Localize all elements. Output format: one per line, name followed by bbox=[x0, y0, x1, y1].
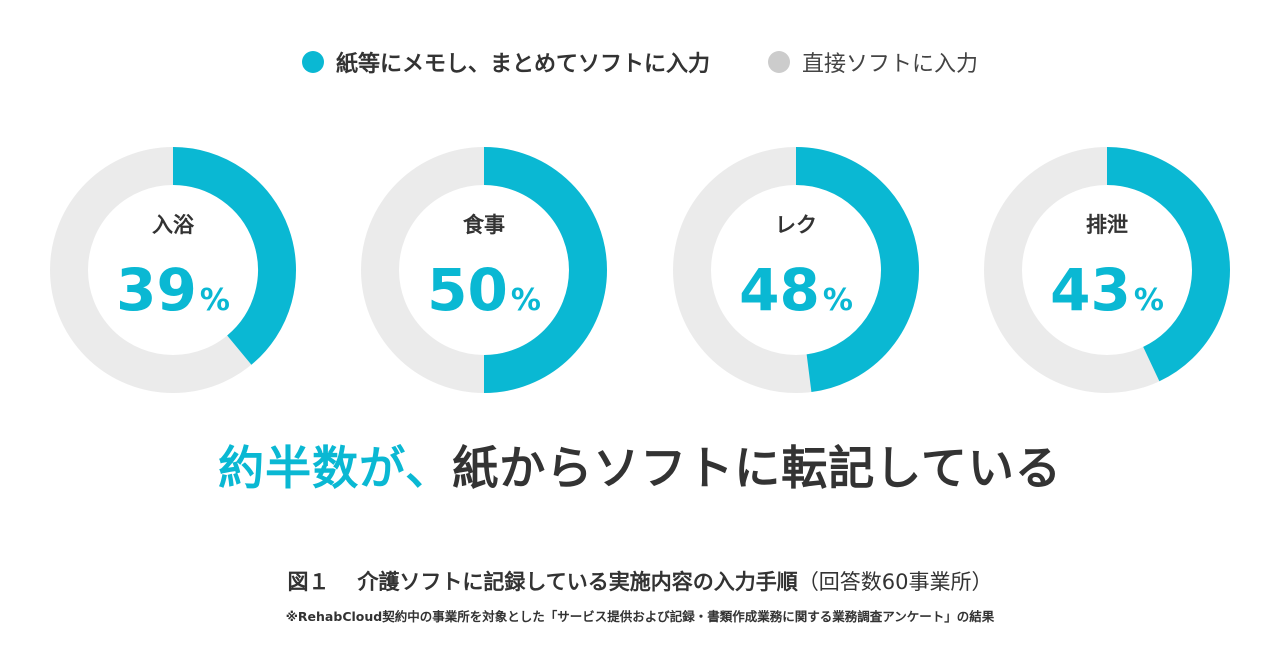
figure-title: 介護ソフトに記録している実施内容の入力手順 bbox=[357, 570, 798, 594]
donut-slice-bath bbox=[172, 147, 296, 365]
donut-charts: 入浴 39 % 食事 50 % レク 48 % 排泄 43% bbox=[50, 147, 1230, 393]
legend-label-direct: 直接ソフトに入力 bbox=[802, 52, 979, 77]
donut-slice-toilet bbox=[1106, 147, 1230, 382]
legend-item-paper: 紙等にメモし、まとめてソフトに入力 bbox=[301, 46, 710, 78]
donut-bath: 入浴 39% bbox=[50, 147, 296, 393]
donut-label-bath: 入浴 bbox=[152, 213, 195, 237]
headline: 約半数が、紙からソフトに転記している bbox=[0, 432, 1280, 498]
headline-rest: 紙からソフトに転記している bbox=[452, 441, 1062, 495]
donut-slice-recreation bbox=[795, 147, 919, 393]
donut-label-meal: 食事 bbox=[463, 213, 505, 237]
figure-note: （回答数60事業所） bbox=[797, 570, 993, 594]
donut-slice-meal bbox=[483, 147, 607, 393]
legend-dot-paper bbox=[301, 51, 324, 73]
donut-meal: 食事 50% bbox=[361, 147, 607, 393]
donut-value-meal: 50% bbox=[427, 256, 541, 324]
headline-accent: 約半数が、 bbox=[218, 441, 453, 495]
legend-item-direct: 直接ソフトに入力 bbox=[768, 46, 978, 78]
figure-number: 図１ bbox=[287, 570, 330, 594]
legend: 紙等にメモし、まとめてソフトに入力 直接ソフトに入力 bbox=[0, 46, 1280, 78]
donut-value-bath: 39% bbox=[116, 256, 230, 324]
donut-label-toilet: 排泄 bbox=[1086, 213, 1128, 237]
legend-dot-direct bbox=[768, 51, 790, 73]
donut-label-recreation: レク bbox=[775, 213, 817, 237]
footnote: ※RehabCloud契約中の事業所を対象とした「サービス提供および記録・書類作… bbox=[285, 609, 995, 624]
donut-recreation: レク 48% bbox=[673, 147, 919, 393]
figure-caption: 図１ 介護ソフトに記録している実施内容の入力手順（回答数60事業所） bbox=[0, 566, 1280, 596]
legend-label-paper: 紙等にメモし、まとめてソフトに入力 bbox=[335, 52, 710, 77]
donut-value-toilet: 43% bbox=[1050, 256, 1164, 324]
donut-value-recreation: 48% bbox=[739, 256, 853, 324]
donut-toilet: 排泄 43% bbox=[984, 147, 1230, 393]
